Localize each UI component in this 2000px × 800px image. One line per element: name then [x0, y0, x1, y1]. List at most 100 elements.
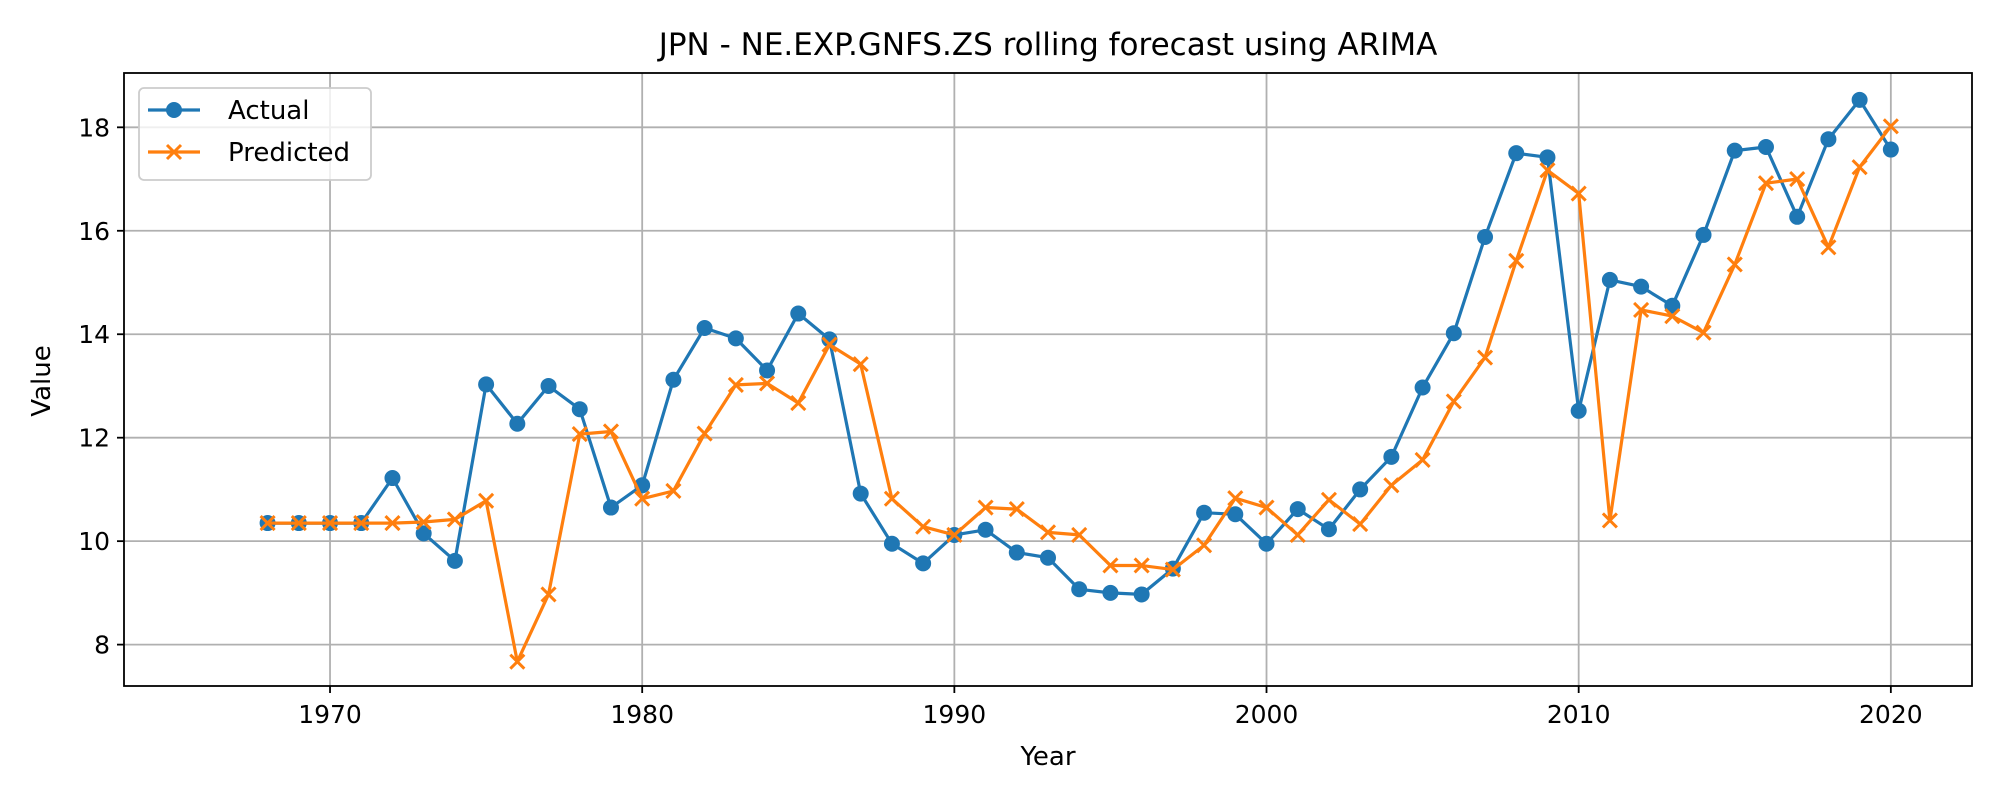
predicted-point — [1008, 501, 1025, 518]
x-tick-label: 2010 — [1547, 700, 1611, 729]
x-axis: 1970 1980 1990 2000 2010 2020 — [298, 686, 1923, 729]
actual-point — [759, 362, 776, 379]
predicted-point — [946, 526, 963, 544]
actual-point — [384, 470, 401, 487]
actual-point — [1601, 271, 1618, 288]
predicted-point — [1196, 537, 1213, 554]
predicted-point — [1508, 252, 1525, 269]
predicted-point — [290, 514, 307, 532]
actual-point — [821, 331, 838, 348]
y-tick-label: 12 — [78, 424, 110, 453]
actual-point — [1508, 145, 1525, 162]
actual-point — [446, 552, 463, 569]
actual-point — [1414, 379, 1431, 396]
legend-predicted-marker — [165, 143, 183, 161]
actual-point — [1477, 228, 1494, 245]
predicted-point — [915, 518, 932, 535]
actual-point — [1008, 544, 1025, 561]
actual-point — [540, 377, 557, 394]
series-area — [259, 91, 1899, 670]
predicted-point — [1882, 118, 1899, 135]
predicted-point — [977, 499, 994, 516]
predicted-point — [1227, 490, 1244, 507]
actual-point — [602, 499, 619, 516]
y-axis-label: Value — [27, 345, 57, 416]
predicted-point — [1102, 557, 1119, 574]
actual-point — [1196, 504, 1213, 521]
actual-point — [1633, 278, 1650, 295]
predicted-point — [696, 425, 713, 442]
y-axis: 8 10 12 14 16 18 — [78, 113, 124, 660]
predicted-point — [821, 336, 838, 353]
predicted-point — [1414, 451, 1431, 469]
actual-point — [1882, 141, 1899, 158]
predicted-point — [1820, 239, 1837, 256]
predicted-point — [1445, 393, 1462, 410]
predicted-point — [571, 426, 588, 443]
actual-point — [915, 555, 932, 572]
actual-point — [1258, 535, 1275, 552]
predicted-point — [1352, 516, 1369, 533]
predicted-point — [634, 490, 651, 507]
legend: Actual Predicted — [138, 87, 372, 181]
predicted-point — [1601, 512, 1618, 529]
actual-point — [1695, 226, 1712, 243]
predicted-point — [1320, 491, 1338, 508]
predicted-point — [446, 511, 463, 528]
actual-point — [1071, 581, 1088, 598]
actual-point — [1445, 325, 1462, 342]
predicted-point — [852, 356, 869, 373]
predicted-point — [384, 514, 401, 532]
predicted-point — [1633, 301, 1650, 318]
predicted-point — [1039, 524, 1057, 541]
predicted-point — [1757, 175, 1775, 192]
actual-point — [977, 521, 994, 538]
actual-point — [790, 305, 807, 322]
actual-point — [696, 320, 713, 337]
actual-point — [1289, 501, 1306, 518]
predicted-point — [540, 586, 557, 603]
x-tick-label: 1980 — [610, 700, 674, 729]
actual-point — [1789, 208, 1806, 225]
predicted-point — [665, 482, 682, 500]
predicted-point — [353, 514, 370, 532]
predicted-point — [321, 514, 339, 532]
x-tick-label: 1990 — [923, 700, 987, 729]
actual-point — [1320, 521, 1337, 538]
legend-predicted-label: Predicted — [228, 138, 350, 168]
actual-point — [1539, 149, 1556, 166]
predicted-point — [758, 375, 776, 392]
predicted-point — [1570, 185, 1587, 202]
actual-point — [1820, 131, 1837, 148]
y-tick-label: 16 — [78, 217, 110, 246]
predicted-point — [790, 394, 807, 412]
predicted-point — [1539, 162, 1556, 179]
predicted-point — [1851, 159, 1868, 176]
predicted-point — [1476, 349, 1494, 366]
y-tick-label: 14 — [78, 320, 110, 349]
predicted-point — [1071, 526, 1088, 544]
predicted-point — [1164, 561, 1181, 578]
actual-point — [1726, 142, 1743, 159]
predicted-point — [1383, 477, 1400, 494]
predicted-point — [259, 514, 276, 532]
predicted-point — [415, 513, 432, 531]
actual-point — [415, 525, 432, 542]
chart-title: JPN - NE.EXP.GNFS.ZS rolling forecast us… — [657, 27, 1438, 63]
actual-point — [478, 376, 495, 393]
predicted-point — [727, 376, 744, 393]
actual-point — [1757, 138, 1774, 155]
actual-point — [727, 330, 744, 347]
predicted-point — [1695, 324, 1712, 341]
legend-actual-marker — [166, 102, 182, 118]
x-tick-label: 2000 — [1235, 700, 1299, 729]
y-tick-label: 10 — [78, 527, 110, 556]
actual-point — [665, 371, 682, 388]
predicted-point — [883, 490, 900, 507]
x-tick-label: 1970 — [298, 700, 362, 729]
actual-point — [509, 415, 526, 432]
predicted-point — [1289, 526, 1306, 544]
predicted-point — [1789, 170, 1806, 188]
plot-frame — [123, 72, 1973, 687]
